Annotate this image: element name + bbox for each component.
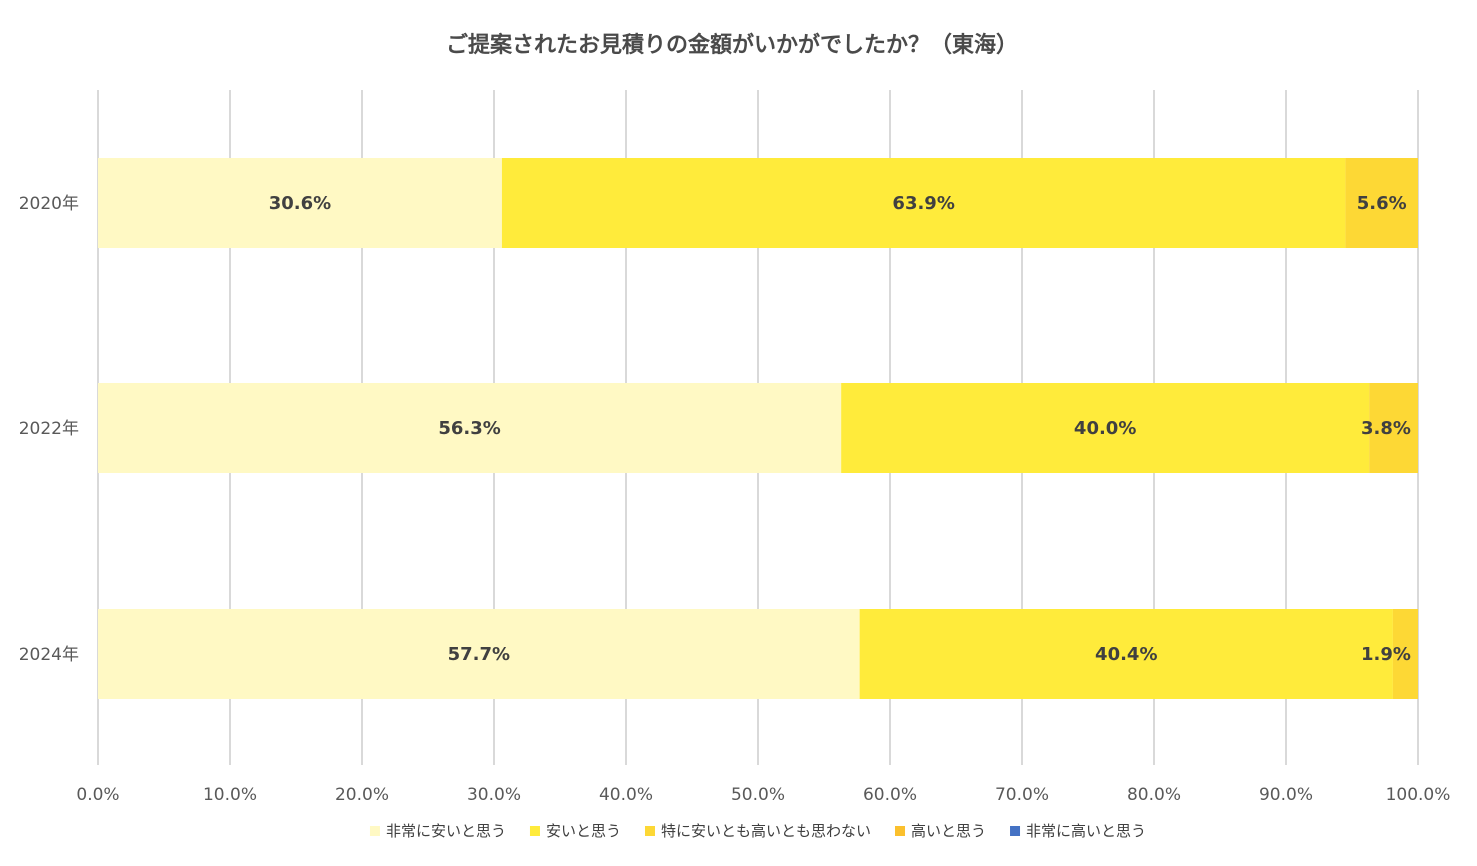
legend-item: 特に安いとも高いとも思わない [644, 822, 871, 840]
bar-segment [841, 383, 1370, 473]
legend-item: 非常に高いと思う [1010, 822, 1146, 840]
x-tick-label: 100.0% [1386, 785, 1451, 805]
legend-label: 非常に安いと思う [386, 822, 506, 840]
legend-label: 特に安いとも高いとも思わない [661, 822, 871, 840]
data-label: 40.4% [1095, 644, 1157, 665]
x-tick-label: 10.0% [203, 785, 257, 805]
legend-swatch [895, 826, 906, 836]
x-axis: 0.0% 10.0% 20.0% 30.0% 40.0% 50.0% 60.0% 70.0% 8… [76, 785, 1450, 805]
legend-label: 非常に高いと思う [1026, 822, 1146, 840]
legend-label: 高いと思う [911, 822, 986, 840]
x-tick-label: 70.0% [995, 785, 1049, 805]
x-tick-label: 30.0% [467, 785, 521, 805]
bar-segment [98, 609, 860, 699]
legend-swatch [1010, 826, 1021, 836]
bar-segment [98, 158, 502, 248]
bar-segment [859, 609, 1393, 699]
x-tick-label: 80.0% [1127, 785, 1181, 805]
legend-item: 非常に安いと思う [369, 822, 506, 840]
bar-segment [1369, 383, 1418, 473]
legend-item: 高いと思う [895, 822, 986, 840]
legend-swatch [644, 826, 655, 836]
y-category-label: 2022年 [19, 419, 79, 439]
x-tick-label: 0.0% [76, 785, 119, 805]
data-label: 63.9% [892, 193, 954, 214]
bar-segment [501, 158, 1346, 248]
legend-swatch [369, 826, 380, 836]
y-category-label: 2020年 [19, 194, 79, 214]
data-label: 1.9% [1361, 644, 1411, 665]
bar-segment [1345, 158, 1418, 248]
data-label: 3.8% [1361, 418, 1411, 439]
data-label: 57.7% [448, 644, 510, 665]
y-axis: 2020年 2022年 2024年 [19, 194, 79, 665]
y-category-label: 2024年 [19, 645, 79, 665]
data-label: 5.6% [1357, 193, 1407, 214]
x-tick-label: 60.0% [863, 785, 917, 805]
x-tick-label: 40.0% [599, 785, 653, 805]
chart-title: ご提案されたお見積りの金額がいかがでしたか？（東海） [446, 32, 1018, 58]
legend-label: 安いと思う [546, 822, 621, 840]
bars [98, 158, 1418, 699]
bar-segment [1392, 609, 1418, 699]
data-labels: 30.6% 63.9% 5.6% 56.3% 40.0% 3.8% 57.7% 40.4% 1.… [269, 193, 1411, 665]
legend-item: 安いと思う [529, 822, 621, 840]
legend: 非常に安いと思う 安いと思う 特に安いとも高いとも思わない 高いと思う 非常に高いと思う [369, 822, 1146, 840]
x-tick-label: 90.0% [1259, 785, 1313, 805]
legend-swatch [529, 826, 540, 836]
data-label: 30.6% [269, 193, 331, 214]
x-tick-label: 20.0% [335, 785, 389, 805]
data-label: 40.0% [1074, 418, 1136, 439]
x-tick-label: 50.0% [731, 785, 785, 805]
data-label: 56.3% [438, 418, 500, 439]
bar-segment [98, 383, 842, 473]
